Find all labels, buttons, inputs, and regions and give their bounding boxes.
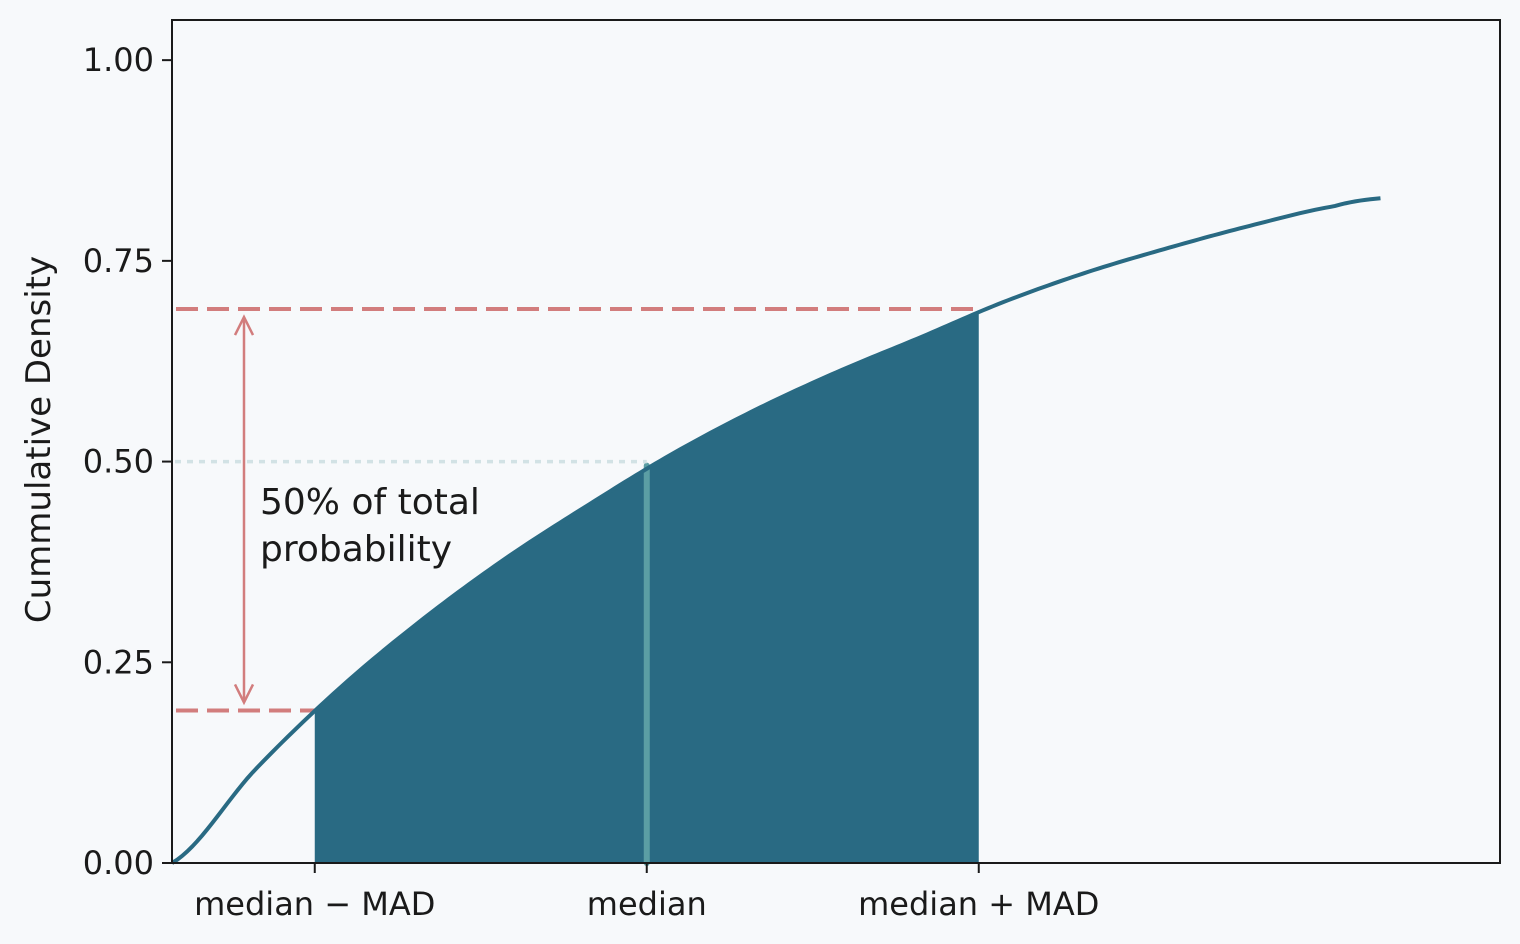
x-tick-label: median − MAD xyxy=(194,885,435,923)
arrow-head-down xyxy=(233,683,255,706)
y-tick-label: 1.00 xyxy=(83,41,154,79)
x-tick-label: median + MAD xyxy=(858,885,1099,923)
x-axis: median − MAD median median + MAD xyxy=(194,863,1099,923)
y-tick-label: 0.50 xyxy=(83,443,154,481)
y-axis: 0.00 0.25 0.50 0.75 1.00 xyxy=(83,41,172,882)
probability-arrow xyxy=(233,314,255,706)
axes-frame xyxy=(171,19,1501,864)
arrow-head-up xyxy=(233,314,255,336)
annotation-line-1: 50% of total xyxy=(260,482,480,523)
y-axis-title: Cummulative Density xyxy=(19,256,59,623)
y-tick-label: 0.00 xyxy=(83,844,154,882)
y-tick-label: 0.75 xyxy=(83,242,154,280)
annotation-line-2: probability xyxy=(260,529,452,570)
plot-area xyxy=(170,196,1381,866)
cdf-line xyxy=(170,196,1381,865)
x-tick-label: median xyxy=(587,885,707,923)
y-tick-label: 0.25 xyxy=(83,643,154,681)
